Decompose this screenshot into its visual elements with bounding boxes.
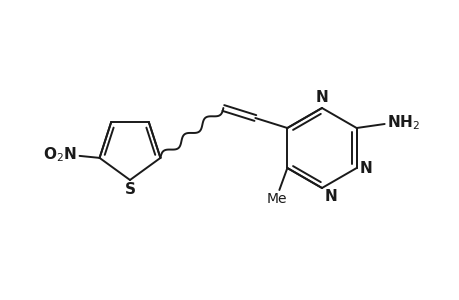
Text: N: N (325, 189, 337, 204)
Text: S: S (124, 182, 135, 197)
Text: N: N (359, 160, 372, 175)
Text: O$_2$N: O$_2$N (43, 146, 76, 164)
Text: NH$_2$: NH$_2$ (386, 114, 419, 132)
Text: N: N (315, 90, 328, 105)
Text: Me: Me (267, 192, 287, 206)
